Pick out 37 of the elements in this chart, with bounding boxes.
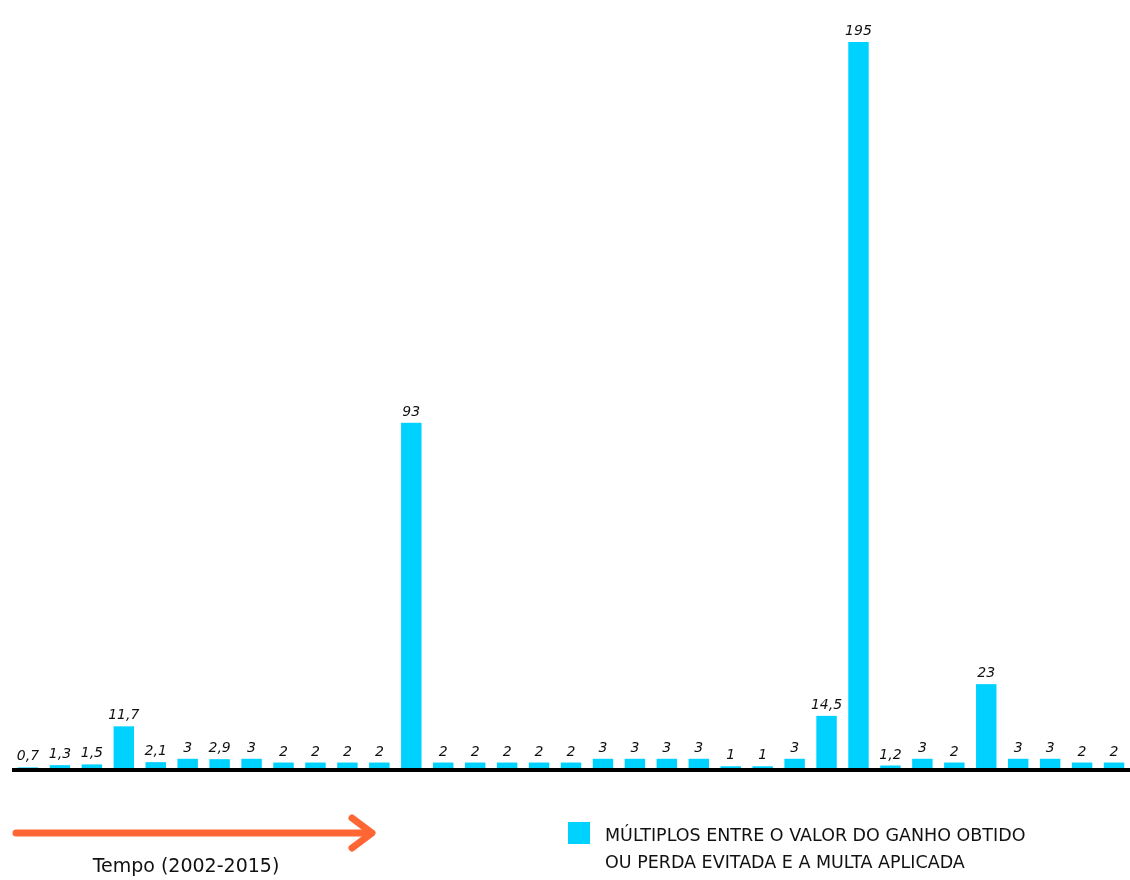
data-label: 195 — [845, 22, 872, 38]
data-label: 2 — [311, 742, 320, 759]
data-label: 93 — [402, 402, 421, 419]
data-label: 14,5 — [810, 695, 843, 712]
data-label: 3 — [598, 738, 608, 755]
x-axis-title: Tempo (2002-2015) — [91, 854, 280, 876]
data-label: 2,1 — [144, 742, 167, 759]
data-label: 2 — [566, 742, 576, 759]
data-label: 0,7 — [16, 747, 40, 764]
data-label: 3 — [790, 738, 800, 755]
legend-label: MÚLTIPLOS ENTRE O VALOR DO GANHO OBTIDO OU PERDA EVITADA E A MULTA APLICADA — [605, 824, 1026, 872]
data-label: 2 — [534, 742, 544, 759]
data-label: 1 — [726, 746, 736, 763]
data-label: 2 — [502, 742, 512, 759]
data-label: 2 — [1109, 742, 1119, 759]
data-label: 2 — [949, 742, 959, 759]
data-label: 2 — [1077, 742, 1087, 759]
data-label: 2 — [374, 742, 384, 759]
data-label: 11,7 — [108, 706, 140, 723]
data-label: 1,2 — [879, 745, 902, 762]
data-label: 3 — [694, 738, 704, 755]
data-label: 2 — [342, 742, 352, 759]
data-label: 1,3 — [48, 745, 72, 762]
data-label: 3 — [1045, 738, 1055, 755]
data-label: 3 — [662, 738, 672, 755]
data-label: 3 — [630, 738, 640, 755]
data-label: 3 — [247, 738, 257, 755]
data-label: 3 — [183, 738, 193, 755]
data-label: 3 — [917, 738, 927, 755]
data-label: 2 — [279, 742, 289, 759]
data-label: 2 — [438, 742, 448, 759]
data-label: 23 — [977, 664, 996, 681]
data-label: 3 — [1013, 738, 1023, 755]
data-label: 1 — [758, 746, 768, 763]
data-label: 2 — [470, 742, 480, 759]
data-label: 1,5 — [80, 744, 104, 761]
data-label: 2,9 — [208, 739, 231, 756]
